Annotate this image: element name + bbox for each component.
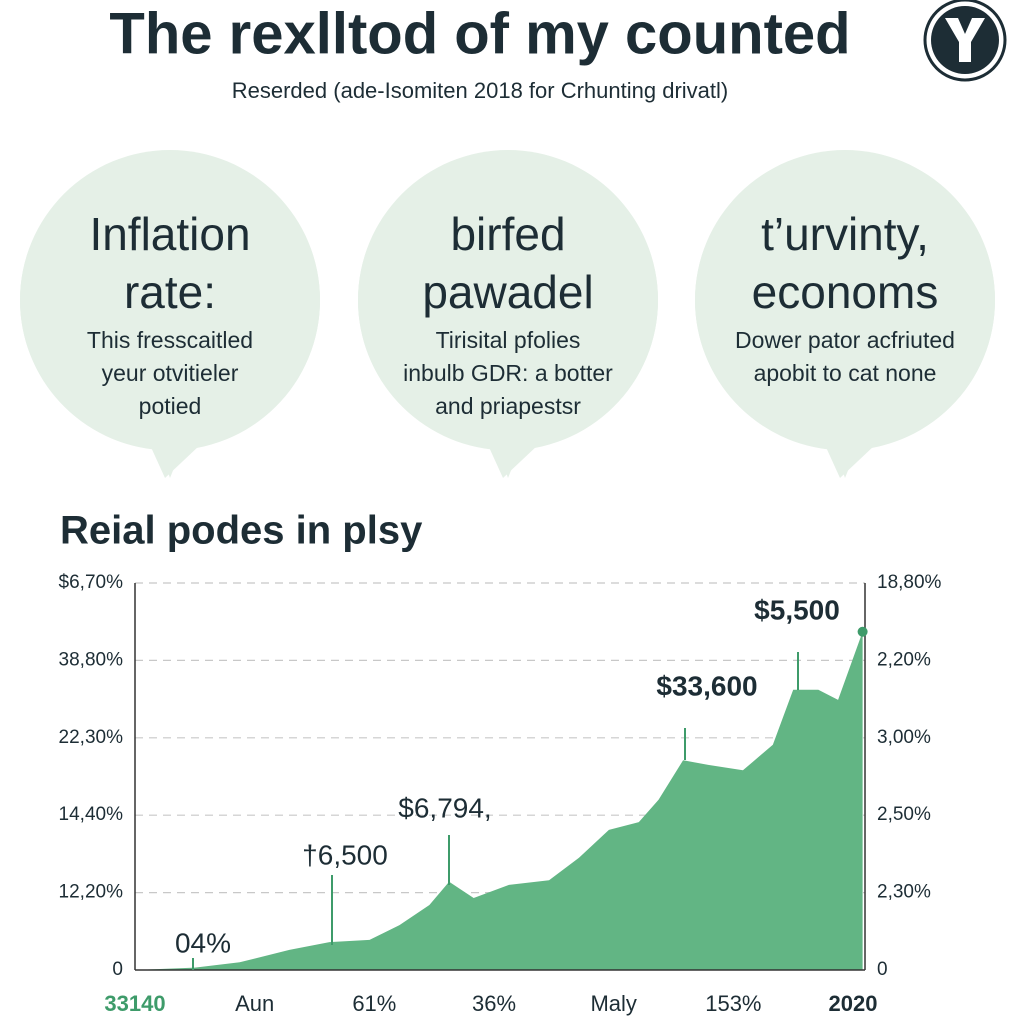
bubble-text: inbulb GDR: a botter xyxy=(403,360,613,386)
bubble-title: Inflation xyxy=(89,208,250,260)
area xyxy=(135,631,863,970)
y2-tick-label: 2,50% xyxy=(877,804,931,825)
x-tick-label: 36% xyxy=(472,991,516,1016)
y-tick-label: 14,40% xyxy=(59,804,124,825)
chart-title: Reial podes in plsy xyxy=(60,509,423,553)
bubble-tail xyxy=(150,445,200,478)
x-tick-label: 153% xyxy=(705,991,761,1016)
bubble-text: Tirisital pfolies xyxy=(436,327,581,353)
bubble-tail xyxy=(488,445,538,478)
y-tick-label: 12,20% xyxy=(59,882,124,903)
y2-tick-label: 2,30% xyxy=(877,882,931,903)
bubble-tail xyxy=(825,445,875,478)
bubble-body xyxy=(20,150,320,450)
subtitle: Reserded (ade-Isomiten 2018 for Crhuntin… xyxy=(232,78,728,103)
y-tick-label: $6,70% xyxy=(59,572,124,593)
y2-tick-label: 0 xyxy=(877,959,888,980)
bubble-title: rate: xyxy=(124,266,216,318)
bubble-text: yeur otvitieler xyxy=(102,360,239,386)
title: The rexlltod of my counted xyxy=(109,1,850,66)
annotation: †6,500 xyxy=(302,839,388,870)
y-tick-label: 0 xyxy=(112,959,123,980)
bubble-text: potied xyxy=(139,393,202,419)
bubble-title: t’urvinty, xyxy=(761,208,929,260)
y2-tick-label: 18,80% xyxy=(877,572,942,593)
y2-tick-label: 2,20% xyxy=(877,649,931,670)
bubble-title: pawadel xyxy=(422,266,593,318)
bubble-body xyxy=(695,150,995,450)
x-tick-label: 61% xyxy=(352,991,396,1016)
logo xyxy=(923,0,1007,82)
bubble-title: birfed xyxy=(450,208,565,260)
y-tick-label: 22,30% xyxy=(59,727,124,748)
x-tick-label: 33140 xyxy=(104,991,165,1016)
bubble-title: economs xyxy=(752,266,939,318)
annotation: $33,600 xyxy=(656,670,757,701)
bubble-text: apobit to cat none xyxy=(754,360,937,386)
bubble-text: and priapestsr xyxy=(435,393,581,419)
bubble-text: This fresscaitled xyxy=(87,327,253,353)
x-tick-label: Aun xyxy=(235,991,274,1016)
y-tick-label: 38,80% xyxy=(59,649,124,670)
annotation: 04% xyxy=(175,927,231,958)
y2-tick-label: 3,00% xyxy=(877,727,931,748)
annotation: $6,794, xyxy=(398,792,491,823)
end-point xyxy=(857,626,868,637)
x-tick-label: 2020 xyxy=(829,991,878,1016)
bubble-text: Dower pator acfriuted xyxy=(735,327,955,353)
annotation: $5,500 xyxy=(754,594,840,625)
x-tick-label: Maly xyxy=(590,991,636,1016)
bubble-body xyxy=(358,150,658,450)
